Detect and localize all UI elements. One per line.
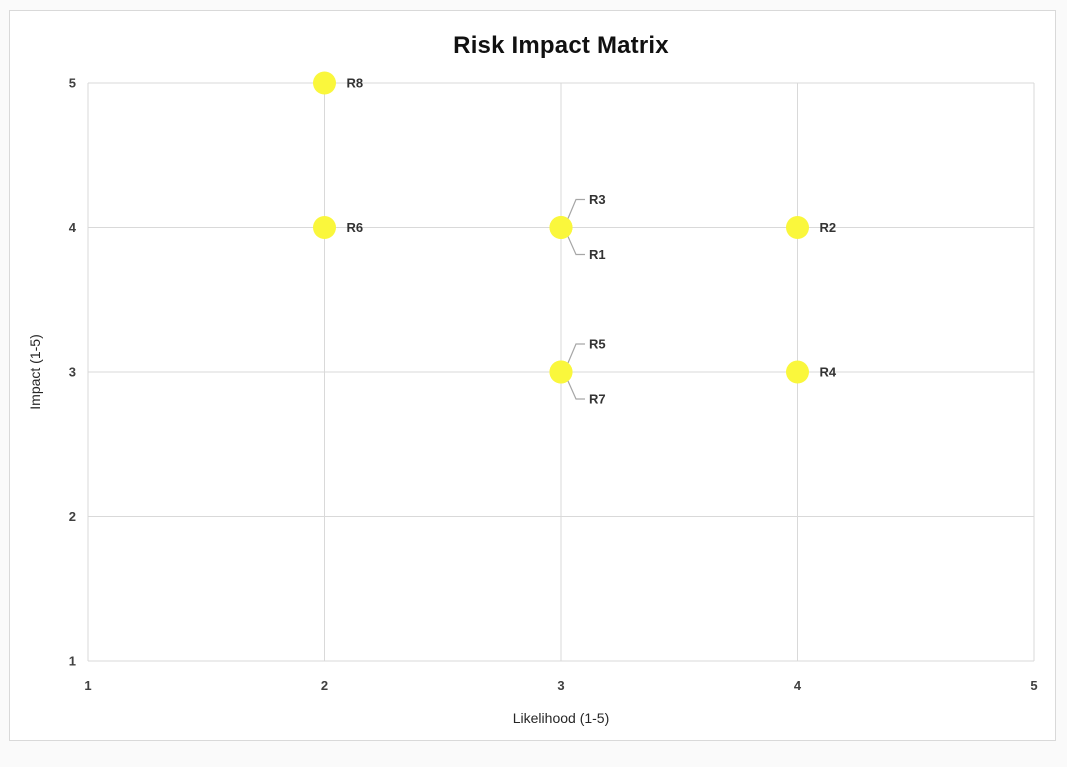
data-point-R4 (786, 360, 809, 384)
data-point-R3 (549, 216, 573, 239)
leader-line-R3 (567, 198, 585, 219)
x-tick-label: 5 (1030, 678, 1037, 693)
axis-tick-labels: 1 2 3 4 5 1 2 3 4 5 (69, 76, 1038, 694)
leader-line-R5 (567, 343, 585, 364)
data-point-R8 (313, 71, 336, 95)
y-tick-label: 5 (69, 76, 76, 91)
x-axis-title: Likelihood (1-5) (513, 710, 610, 726)
data-label-R2: R2 (820, 220, 837, 235)
data-point-R2 (786, 216, 809, 239)
data-label-R4: R4 (820, 365, 837, 380)
leader-line-R7 (567, 380, 585, 400)
data-label-R8: R8 (347, 76, 364, 91)
x-tick-label: 3 (557, 678, 564, 693)
data-label-R1: R1 (589, 247, 606, 262)
y-axis-title: Impact (1-5) (27, 334, 43, 409)
chart-title: Risk Impact Matrix (453, 32, 669, 59)
data-point-R7 (549, 360, 573, 384)
y-tick-label: 1 (69, 654, 76, 669)
leader-line-R1 (567, 236, 585, 256)
data-label-R7: R7 (589, 392, 606, 407)
x-tick-label: 1 (84, 678, 91, 693)
data-points: R1 R2 R3 R4 R5 R6 R7 R8 (313, 71, 837, 407)
data-label-R5: R5 (589, 337, 606, 352)
y-tick-label: 2 (69, 509, 76, 524)
x-tick-label: 2 (321, 678, 328, 693)
y-tick-label: 3 (69, 365, 76, 380)
data-label-R3: R3 (589, 192, 606, 207)
x-tick-label: 4 (794, 678, 802, 693)
risk-matrix-chart: 1 2 3 4 5 1 2 3 4 5 R1 R2 R3 R4 R5 R6 R7 R8 Risk Impact … (27, 32, 1038, 726)
data-label-R6: R6 (347, 220, 364, 235)
y-tick-label: 4 (69, 220, 77, 235)
data-point-R6 (313, 216, 336, 239)
chart-card: 1 2 3 4 5 1 2 3 4 5 R1 R2 R3 R4 R5 R6 R7 R8 Risk Impact … (9, 10, 1056, 741)
